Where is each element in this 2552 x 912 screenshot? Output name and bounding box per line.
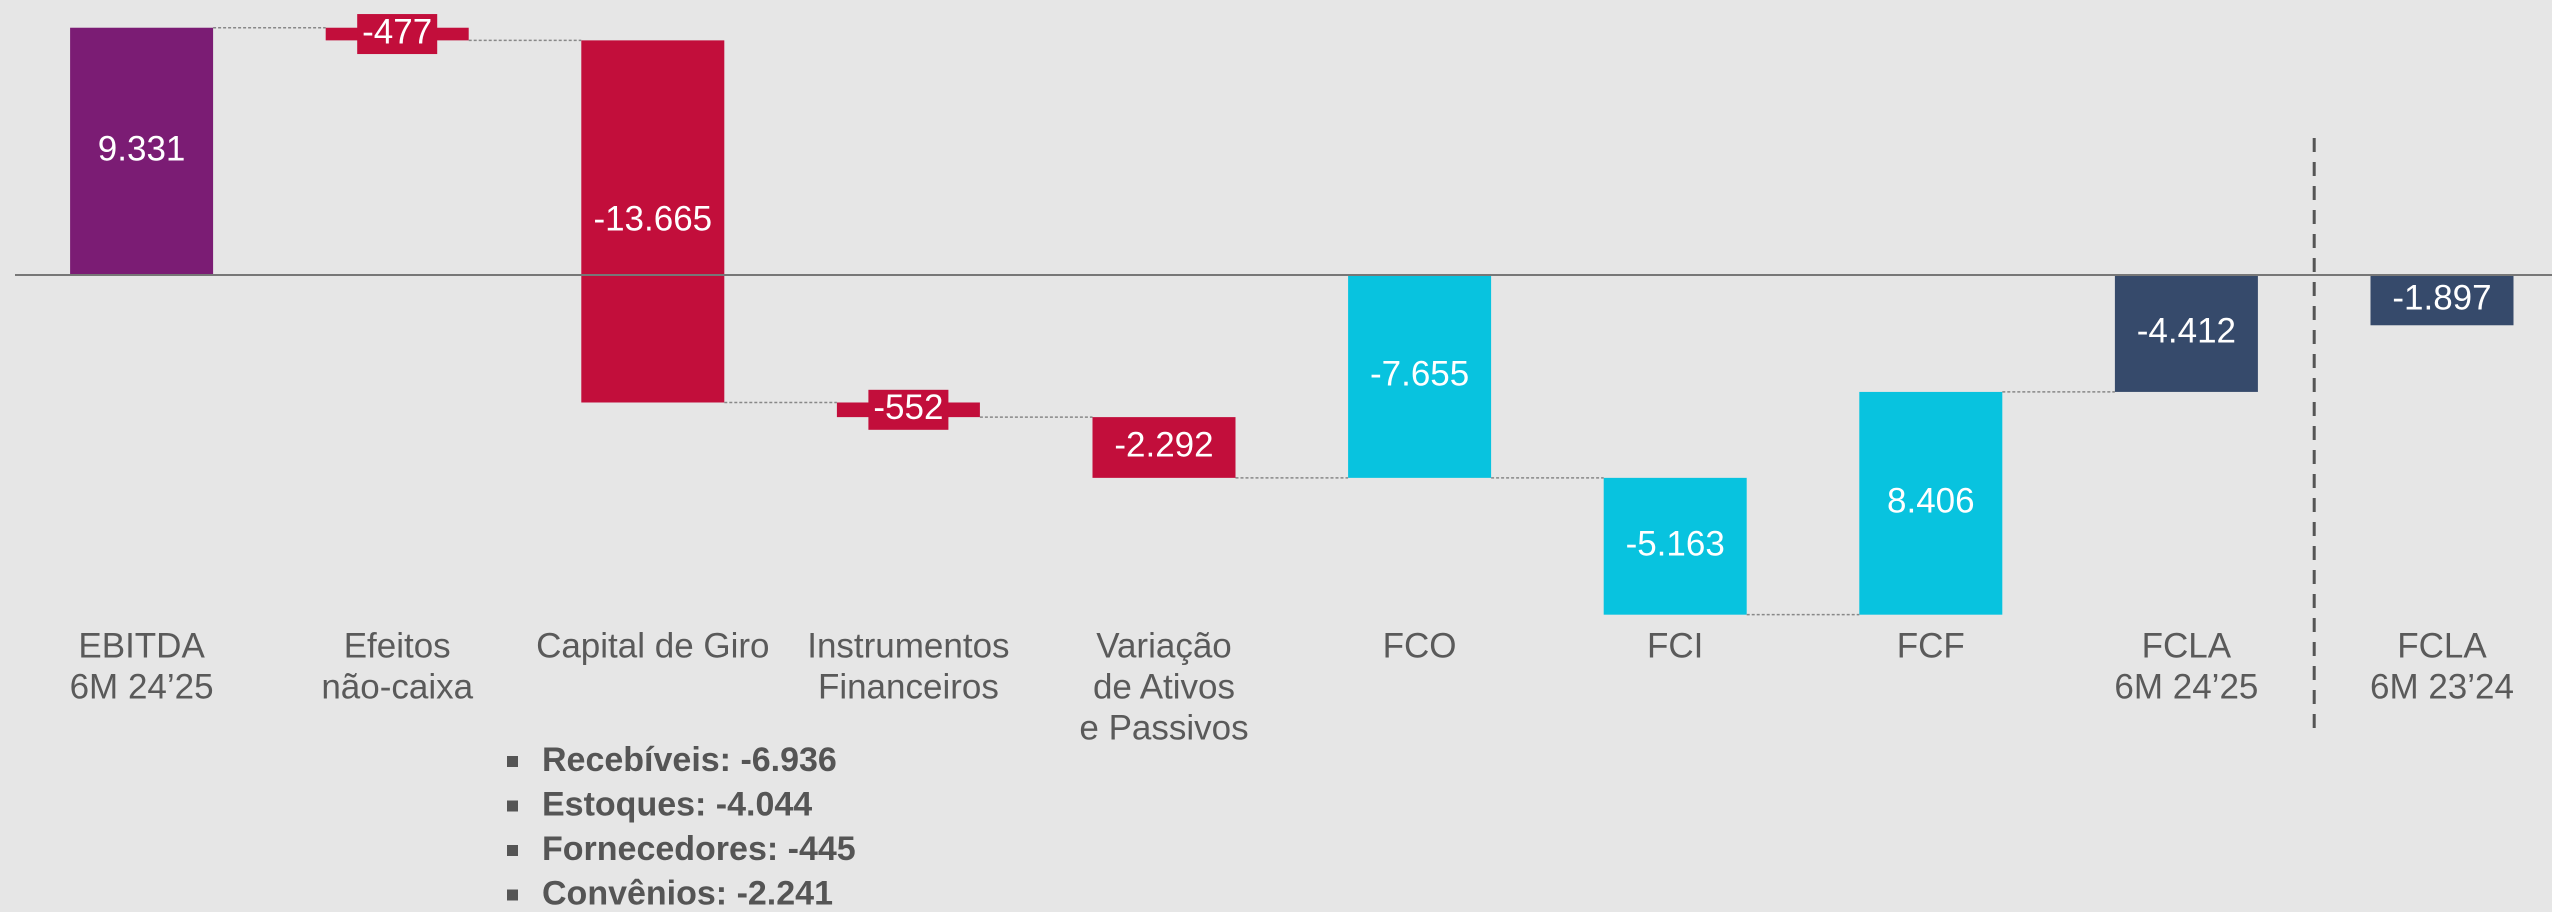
note: Estoques: -4.044 [542,785,812,823]
note: Convênios: -2.241 [542,874,833,912]
bullet [507,889,518,901]
data-label: -4.412 [2137,312,2236,351]
x-tick-label: 6M 24’25 [70,667,214,706]
data-label: -13.665 [593,200,712,239]
data-label: -7.655 [1370,355,1469,394]
bar [581,40,725,403]
data-label: 9.331 [98,130,186,169]
bullet [507,845,518,856]
x-tick-label: FCF [1897,626,1965,665]
x-tick-label: Instrumentos [807,626,1009,665]
bullet [507,756,518,767]
x-tick-label: Capital de Giro [536,626,769,665]
bar [2114,275,2258,392]
bar [1859,391,2003,615]
x-tick-label: FCO [1383,626,1457,665]
bar [1603,477,1747,615]
x-tick-label: não-caixa [321,667,473,706]
label-bg [357,14,438,55]
note: Fornecedores: -445 [542,830,856,868]
data-label: 8.406 [1887,482,1975,521]
x-tick-label: de Ativos [1093,667,1235,706]
data-label: -1.897 [2392,278,2491,317]
data-label: -2.292 [1114,426,1213,465]
x-tick-label: Financeiros [818,667,999,706]
bullet [507,800,518,812]
bar [1092,417,1236,478]
x-tick-label: EBITDA [78,626,205,665]
bar [70,27,214,275]
x-tick-label: e Passivos [1079,708,1248,747]
label-bg [868,389,949,430]
x-tick-label: 6M 23’24 [2370,667,2514,706]
data-label: -5.163 [1626,525,1725,564]
bar [2370,275,2514,326]
data-label: -477 [362,12,432,51]
note: Recebíveis: -6.936 [542,741,837,779]
x-tick-label: FCI [1647,626,1703,665]
x-tick-label: Variação [1096,626,1232,665]
bar [1348,275,1492,478]
x-tick-label: FCLA [2397,626,2487,665]
x-tick-label: Efeitos [344,626,451,665]
x-tick-label: 6M 24’25 [2114,667,2258,706]
x-tick-label: FCLA [2142,626,2232,665]
data-label: -552 [873,388,943,427]
